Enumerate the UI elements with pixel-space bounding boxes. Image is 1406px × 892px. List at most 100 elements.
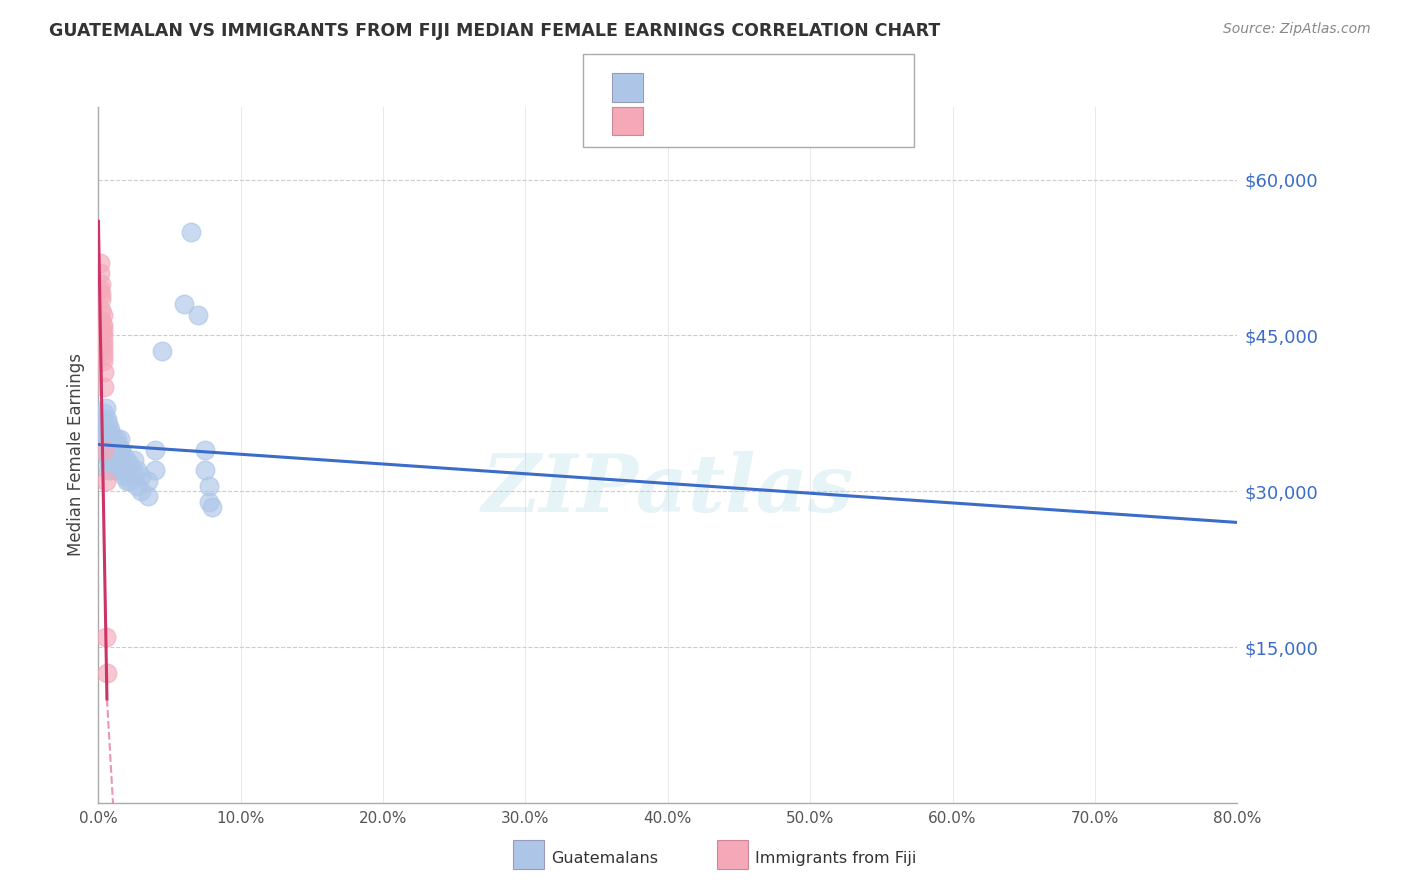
Point (90, 287, 112, 301)
Point (112, 468, 135, 483)
Text: Source: ZipAtlas.com: Source: ZipAtlas.com (1223, 22, 1371, 37)
Point (118, 474, 141, 488)
Point (94, 427, 117, 442)
Point (90, 323, 112, 337)
Point (98, 453, 121, 467)
Y-axis label: Median Female Earnings: Median Female Earnings (66, 353, 84, 557)
Point (91, 354, 114, 368)
Point (107, 453, 129, 467)
Point (96, 411, 118, 425)
Point (104, 453, 127, 467)
Point (173, 297, 195, 311)
Point (104, 442, 127, 457)
Point (93, 380, 115, 394)
Point (97, 417, 120, 431)
Point (122, 468, 145, 483)
Point (101, 433, 124, 447)
Point (136, 474, 159, 488)
Point (112, 458, 135, 473)
Point (90, 277, 112, 291)
Point (118, 458, 141, 473)
Point (89, 282, 111, 296)
Point (129, 468, 152, 483)
Point (90, 292, 112, 306)
Point (93, 365, 115, 379)
Text: ZIPatlas: ZIPatlas (482, 451, 853, 528)
Text: N =: N = (749, 116, 797, 134)
Point (108, 448, 131, 462)
Point (91, 344, 114, 359)
Text: R =: R = (654, 82, 690, 100)
Text: N =: N = (749, 82, 797, 100)
Point (90, 318, 112, 332)
Point (101, 442, 124, 457)
Point (105, 448, 128, 462)
Text: Immigrants from Fiji: Immigrants from Fiji (755, 851, 917, 865)
Text: -0.594: -0.594 (685, 116, 744, 134)
Point (110, 458, 132, 473)
Point (94, 442, 117, 457)
Point (100, 442, 122, 457)
Point (97, 433, 120, 447)
Point (97, 453, 120, 467)
Point (91, 323, 114, 337)
Point (105, 458, 128, 473)
Point (96, 665, 118, 680)
Point (136, 490, 159, 504)
Point (125, 463, 148, 477)
Point (194, 442, 217, 457)
Point (125, 479, 148, 493)
Point (201, 500, 224, 514)
Point (96, 433, 118, 447)
Point (91, 318, 114, 332)
Point (103, 448, 125, 462)
Point (94, 401, 117, 416)
Point (105, 433, 128, 447)
Point (101, 453, 124, 467)
Point (89, 266, 111, 280)
Point (111, 463, 134, 477)
Point (108, 433, 131, 447)
Text: GUATEMALAN VS IMMIGRANTS FROM FIJI MEDIAN FEMALE EARNINGS CORRELATION CHART: GUATEMALAN VS IMMIGRANTS FROM FIJI MEDIA… (49, 22, 941, 40)
Point (94, 474, 117, 488)
Point (104, 463, 127, 477)
Point (91, 308, 114, 322)
Point (115, 453, 138, 467)
Point (187, 308, 209, 322)
Point (198, 494, 221, 508)
Point (111, 448, 134, 462)
Point (91, 422, 114, 436)
Text: 72: 72 (794, 82, 818, 100)
Point (180, 225, 202, 239)
Point (91, 334, 114, 348)
Point (91, 339, 114, 353)
Point (98, 422, 121, 436)
Point (108, 463, 131, 477)
Text: Guatemalans: Guatemalans (551, 851, 658, 865)
Point (90, 411, 112, 425)
Point (97, 463, 120, 477)
Point (98, 442, 121, 457)
Point (107, 437, 129, 451)
Point (90, 302, 112, 317)
Point (89, 256, 111, 270)
Text: R =: R = (654, 116, 690, 134)
Point (115, 463, 138, 477)
Text: 25: 25 (794, 116, 817, 134)
Point (93, 406, 115, 420)
Point (100, 427, 122, 442)
Point (194, 463, 217, 477)
Point (98, 463, 121, 477)
Point (129, 484, 152, 499)
Point (103, 458, 125, 473)
Point (198, 479, 221, 493)
Point (103, 437, 125, 451)
Point (110, 442, 132, 457)
Point (93, 422, 115, 436)
Point (145, 463, 167, 477)
Point (96, 448, 118, 462)
Text: -0.217: -0.217 (685, 82, 744, 100)
Point (115, 474, 138, 488)
Point (90, 313, 112, 327)
Point (145, 442, 167, 457)
